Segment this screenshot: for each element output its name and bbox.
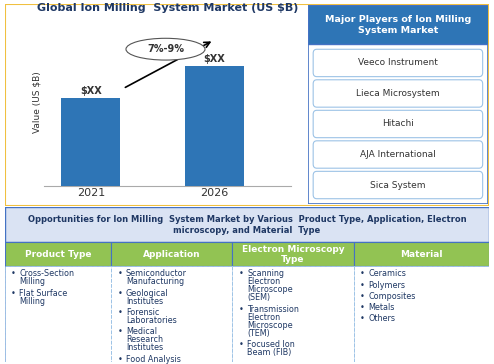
Text: Laboratories: Laboratories [126,316,177,325]
FancyBboxPatch shape [233,266,354,362]
Text: Flat Surface: Flat Surface [19,289,68,298]
Text: Ceramics: Ceramics [368,269,406,278]
Text: Medical: Medical [126,327,157,336]
Text: Research: Research [126,335,163,344]
Text: Focused Ion: Focused Ion [247,340,295,349]
Text: Veeco Instrument: Veeco Instrument [358,59,438,67]
FancyBboxPatch shape [5,207,489,242]
Text: •: • [359,269,364,278]
Text: •: • [117,269,122,278]
Text: •: • [359,303,364,312]
FancyBboxPatch shape [313,171,483,199]
Text: (SEM): (SEM) [247,293,270,302]
Text: Major Players of Ion Milling
System Market: Major Players of Ion Milling System Mark… [325,15,471,35]
Text: Metals: Metals [368,303,394,312]
Text: Hitachi: Hitachi [382,119,414,128]
Text: Microscope: Microscope [247,285,292,294]
Text: Polymers: Polymers [368,281,405,290]
FancyBboxPatch shape [313,110,483,138]
Bar [185,66,244,186]
Text: Product Type: Product Type [25,250,91,259]
FancyBboxPatch shape [112,266,233,362]
Text: •: • [117,355,122,364]
FancyBboxPatch shape [313,80,483,107]
Text: Lieca Microsystem: Lieca Microsystem [356,89,440,98]
Text: 7%-9%: 7%-9% [147,44,184,54]
Text: (TEM): (TEM) [247,329,270,338]
Text: Others: Others [368,314,395,323]
Text: Institutes: Institutes [126,297,163,306]
Text: Manufacturing: Manufacturing [126,277,184,286]
Text: Beam (FIB): Beam (FIB) [247,348,291,357]
Text: $XX: $XX [80,86,102,95]
FancyBboxPatch shape [313,49,483,77]
Text: •: • [11,289,16,298]
Text: •: • [117,327,122,336]
Text: Opportunities for Ion Milling  System Market by Various  Product Type, Applicati: Opportunities for Ion Milling System Mar… [28,215,466,234]
Text: Material: Material [400,250,443,259]
Text: Semiconductor: Semiconductor [126,269,187,278]
Text: AJA International: AJA International [360,150,436,159]
FancyBboxPatch shape [308,5,488,44]
Bar [61,98,120,186]
Title: Global Ion Milling  System Market (US $B): Global Ion Milling System Market (US $B) [37,3,299,13]
FancyBboxPatch shape [354,266,489,362]
Text: Food Analysis: Food Analysis [126,355,181,364]
Text: Transmission: Transmission [247,305,299,314]
FancyBboxPatch shape [5,242,112,266]
Text: Electron Microscopy
Type: Electron Microscopy Type [242,245,344,264]
Text: Milling: Milling [19,277,45,286]
FancyBboxPatch shape [313,141,483,168]
Text: •: • [238,340,243,349]
FancyBboxPatch shape [112,242,233,266]
Text: Sica System: Sica System [370,181,426,190]
Text: Microscope: Microscope [247,321,292,330]
Text: •: • [11,269,16,278]
FancyBboxPatch shape [5,4,489,206]
Text: •: • [117,308,122,317]
Text: $XX: $XX [204,54,225,64]
Text: •: • [117,289,122,298]
Text: •: • [359,314,364,323]
Text: Composites: Composites [368,292,415,301]
Text: Electron: Electron [247,277,280,286]
Text: Geological: Geological [126,289,168,298]
Text: Milling: Milling [19,297,45,306]
Text: Institutes: Institutes [126,343,163,352]
Text: Electron: Electron [247,313,280,322]
Text: Cross-Section: Cross-Section [19,269,75,278]
FancyBboxPatch shape [5,266,112,362]
Text: •: • [359,281,364,290]
Text: •: • [359,292,364,301]
Ellipse shape [126,38,205,60]
Text: Source: Lucintel: Source: Lucintel [237,209,304,218]
Text: •: • [238,269,243,278]
FancyBboxPatch shape [354,242,489,266]
Text: •: • [238,305,243,314]
Text: Scanning: Scanning [247,269,284,278]
Text: Application: Application [143,250,201,259]
Y-axis label: Value (US $B): Value (US $B) [33,71,41,133]
Text: Forensic: Forensic [126,308,160,317]
FancyBboxPatch shape [233,242,354,266]
